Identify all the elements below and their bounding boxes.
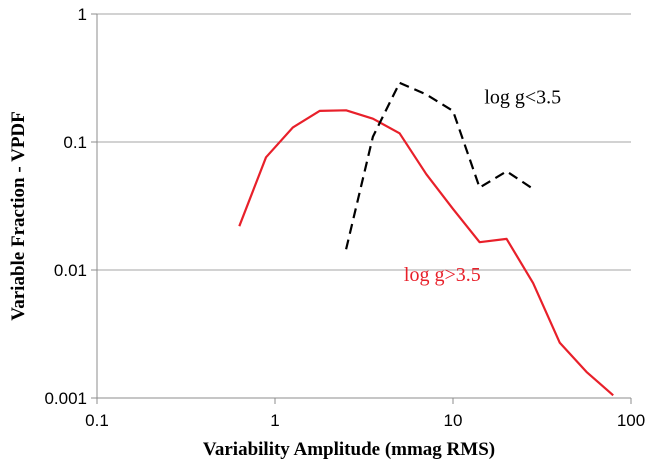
y-tick-label-2: 0.1 [63,133,87,152]
x-tick-label-1: 1 [270,411,279,430]
series-line-0 [238,109,614,397]
x-axis-title: Variability Amplitude (mmag RMS) [203,439,495,460]
y-tick-labels: 0.001 0.01 0.1 1 [44,5,87,408]
y-tick-label-1: 0.01 [54,261,87,280]
series-label-log-g-less: log g<3.5 [484,86,561,108]
x-tick-label-3: 100 [617,411,645,430]
series-label-log-g-greater: log g>3.5 [404,264,481,286]
y-axis-title: Variable Fraction - VPDF [8,111,29,321]
x-tick-label-2: 10 [444,411,463,430]
y-tick-label-0: 0.001 [44,389,87,408]
x-tick-label-0: 0.1 [85,411,109,430]
series-line-1 [345,81,534,250]
horizontal-gridlines [91,13,631,399]
series-layer [238,81,614,397]
y-tick-label-3: 1 [78,5,87,24]
x-tick-labels: 0.1 1 10 100 [85,398,645,430]
